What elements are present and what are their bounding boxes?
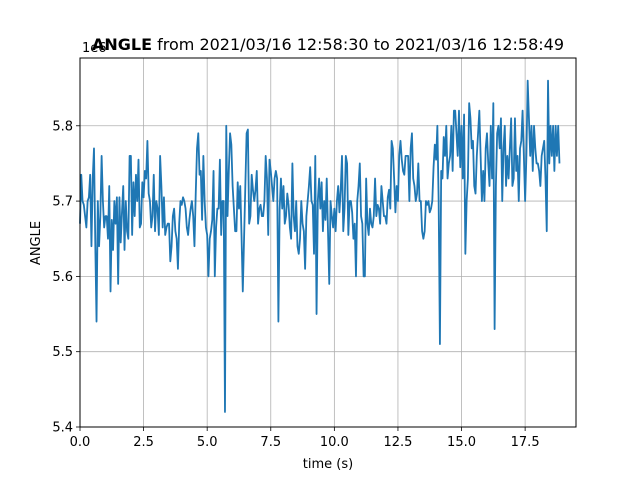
chart-title: ANGLE from 2021/03/16 12:58:30 to 2021/0…	[92, 35, 564, 54]
x-tick-label: 0.0	[70, 435, 91, 450]
y-tick-label: 5.5	[52, 345, 73, 360]
y-tick-label: 5.8	[52, 119, 73, 134]
y-axis-label: ANGLE	[29, 221, 44, 265]
series-line-angle	[79, 79, 561, 413]
x-tick-label: 17.5	[511, 435, 540, 450]
x-tick-label: 10.0	[320, 435, 349, 450]
x-tick-label: 7.5	[260, 435, 281, 450]
chart-title-rest: from 2021/03/16 12:58:30 to 2021/03/16 1…	[152, 35, 564, 54]
y-tick-label: 5.6	[52, 270, 73, 285]
y-tick-label: 5.4	[52, 421, 73, 436]
x-tick-label: 5.0	[197, 435, 218, 450]
y-axis-ticks: 5.4 5.5 5.6 5.7 5.8	[52, 119, 80, 436]
x-tick-label: 15.0	[447, 435, 476, 450]
x-axis-ticks: 0.0 2.5 5.0 7.5 10.0 12.5 15.0 17.5	[70, 427, 540, 450]
y-tick-label: 5.7	[52, 195, 73, 210]
chart-title-bold: ANGLE	[92, 35, 152, 54]
y-axis-offset-label: 1e6	[82, 41, 107, 56]
plot-frame	[79, 57, 577, 428]
x-axis-label: time (s)	[303, 457, 353, 472]
x-tick-label: 2.5	[133, 435, 154, 450]
x-tick-label: 12.5	[383, 435, 412, 450]
